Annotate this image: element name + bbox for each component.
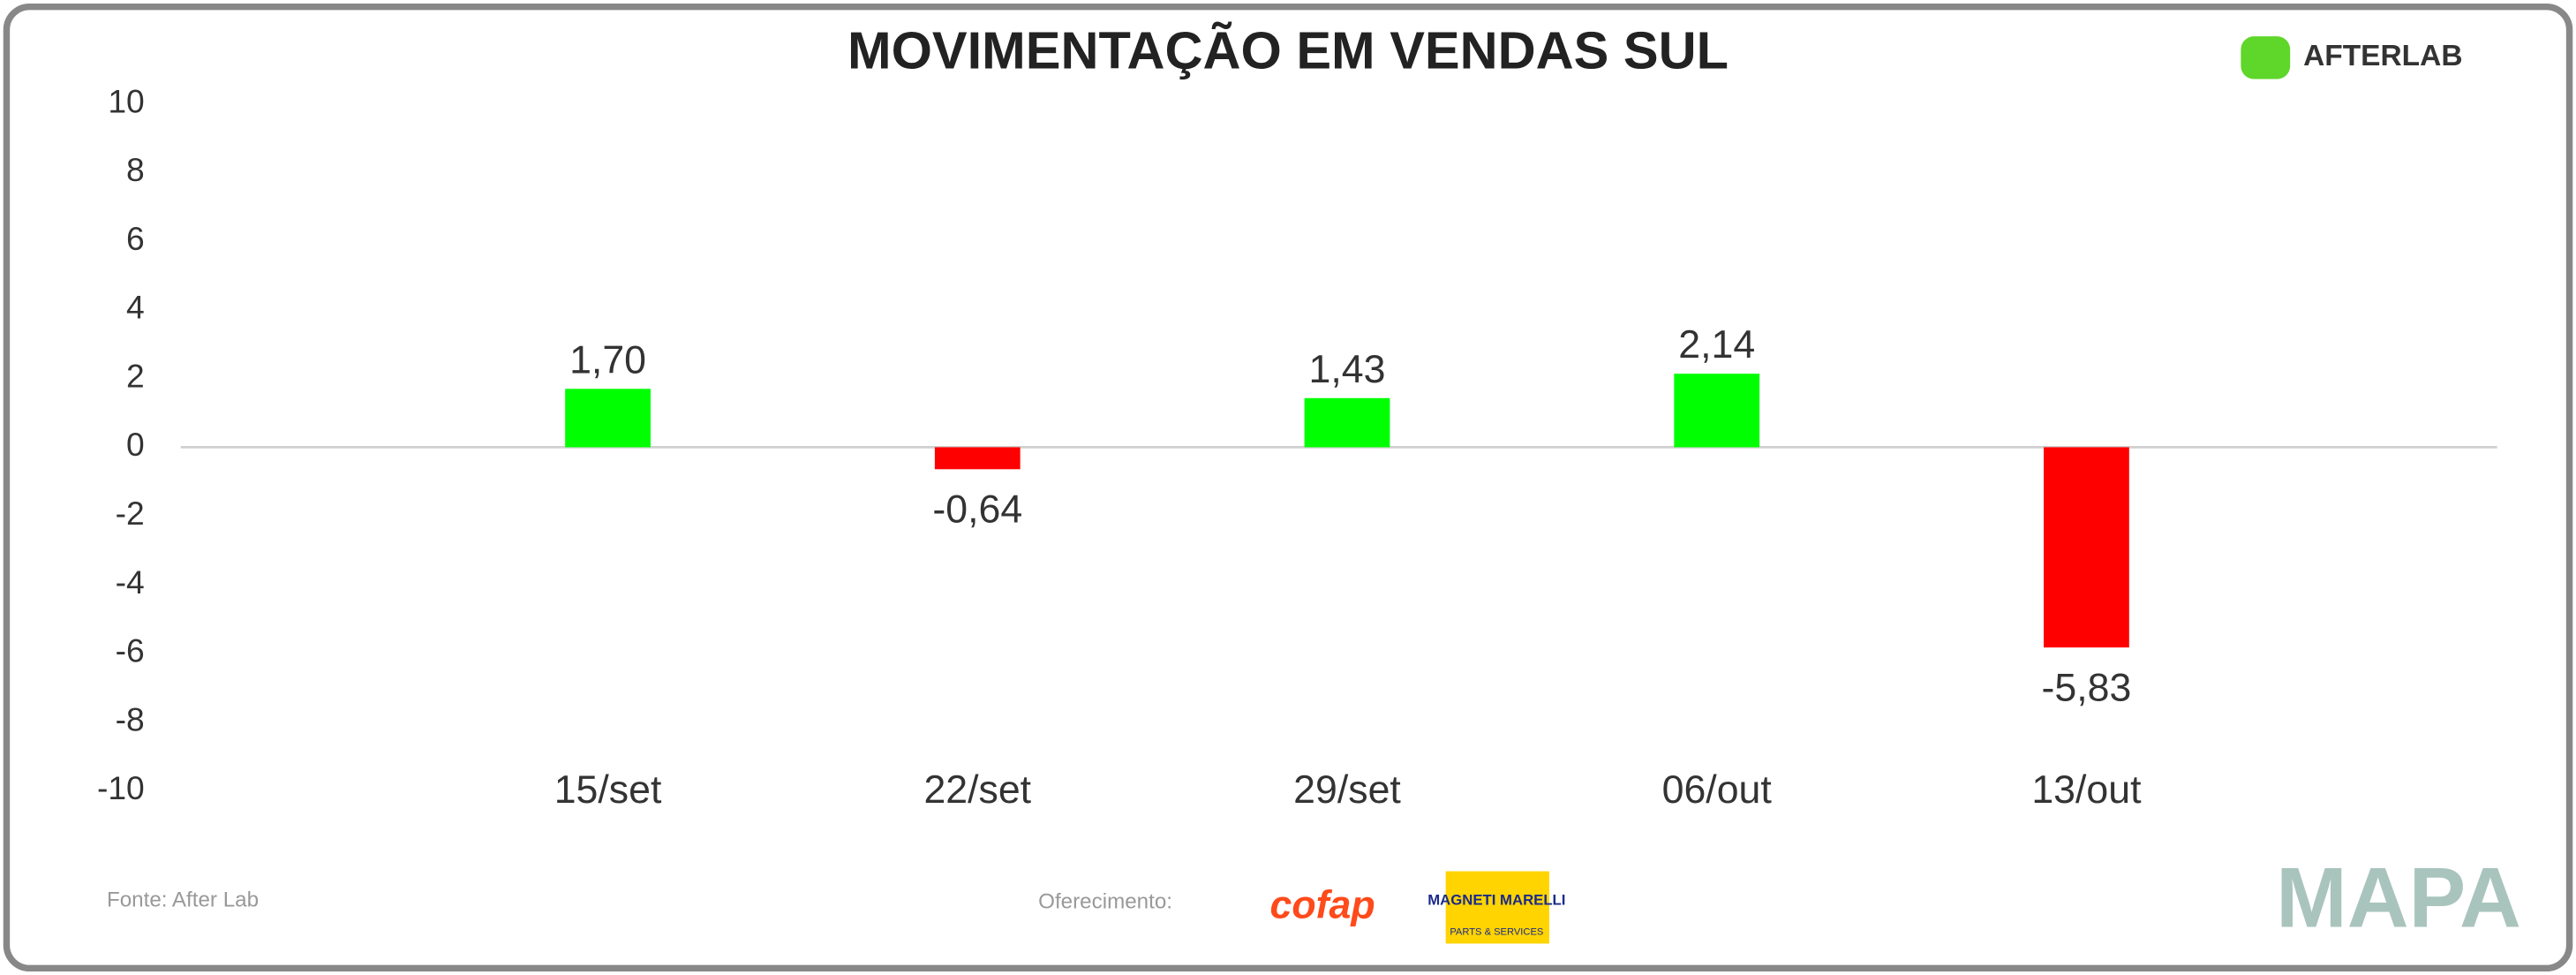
value-label: 1,43: [1309, 348, 1386, 391]
x-tick-label: 15/set: [554, 768, 662, 812]
magneti-sub: PARTS & SERVICES: [1450, 926, 1543, 937]
y-tick-label: 4: [126, 289, 145, 326]
y-tick-label: -10: [97, 769, 145, 806]
y-tick-label: 10: [108, 82, 144, 119]
logo-icon: [2241, 36, 2291, 79]
value-label: -5,83: [2042, 666, 2132, 709]
mapa-logo: MAPA: [2276, 849, 2521, 945]
logo-text: AFTERLAB: [2303, 40, 2462, 72]
bar: [1674, 374, 1760, 448]
y-tick-label: -8: [116, 700, 145, 737]
magneti-logo: MAGNETI MARELLI: [1427, 891, 1565, 908]
y-tick-label: -6: [116, 632, 145, 669]
afterlab-logo: AFTERLAB: [2241, 36, 2463, 79]
bar: [934, 447, 1021, 470]
bar: [565, 389, 651, 448]
value-label: 1,70: [569, 338, 646, 382]
x-tick-label: 13/out: [2031, 768, 2142, 812]
y-tick-label: -2: [116, 495, 145, 532]
bar: [2044, 447, 2129, 648]
y-tick-label: 6: [126, 220, 145, 257]
frame: [3, 3, 2573, 972]
x-tick-label: 06/out: [1662, 768, 1773, 812]
bar: [1304, 397, 1390, 448]
sponsor: Oferecimento:: [1038, 889, 1172, 913]
x-tick-label: 29/set: [1293, 768, 1401, 812]
x-tick-label: 22/set: [923, 768, 1031, 812]
source: Fonte: After Lab: [107, 888, 259, 911]
y-tick-label: -4: [116, 563, 145, 601]
y-tick-label: 0: [126, 426, 145, 463]
magneti-logo-box: [1445, 871, 1549, 944]
cofap-logo: cofap: [1270, 883, 1375, 926]
value-label: -0,64: [932, 488, 1022, 531]
value-label: 2,14: [1678, 323, 1755, 367]
y-tick-label: 2: [126, 357, 145, 394]
y-tick-label: 8: [126, 151, 145, 188]
chart-title: MOVIMENTAÇÃO EM VENDAS SUL: [847, 20, 1729, 79]
